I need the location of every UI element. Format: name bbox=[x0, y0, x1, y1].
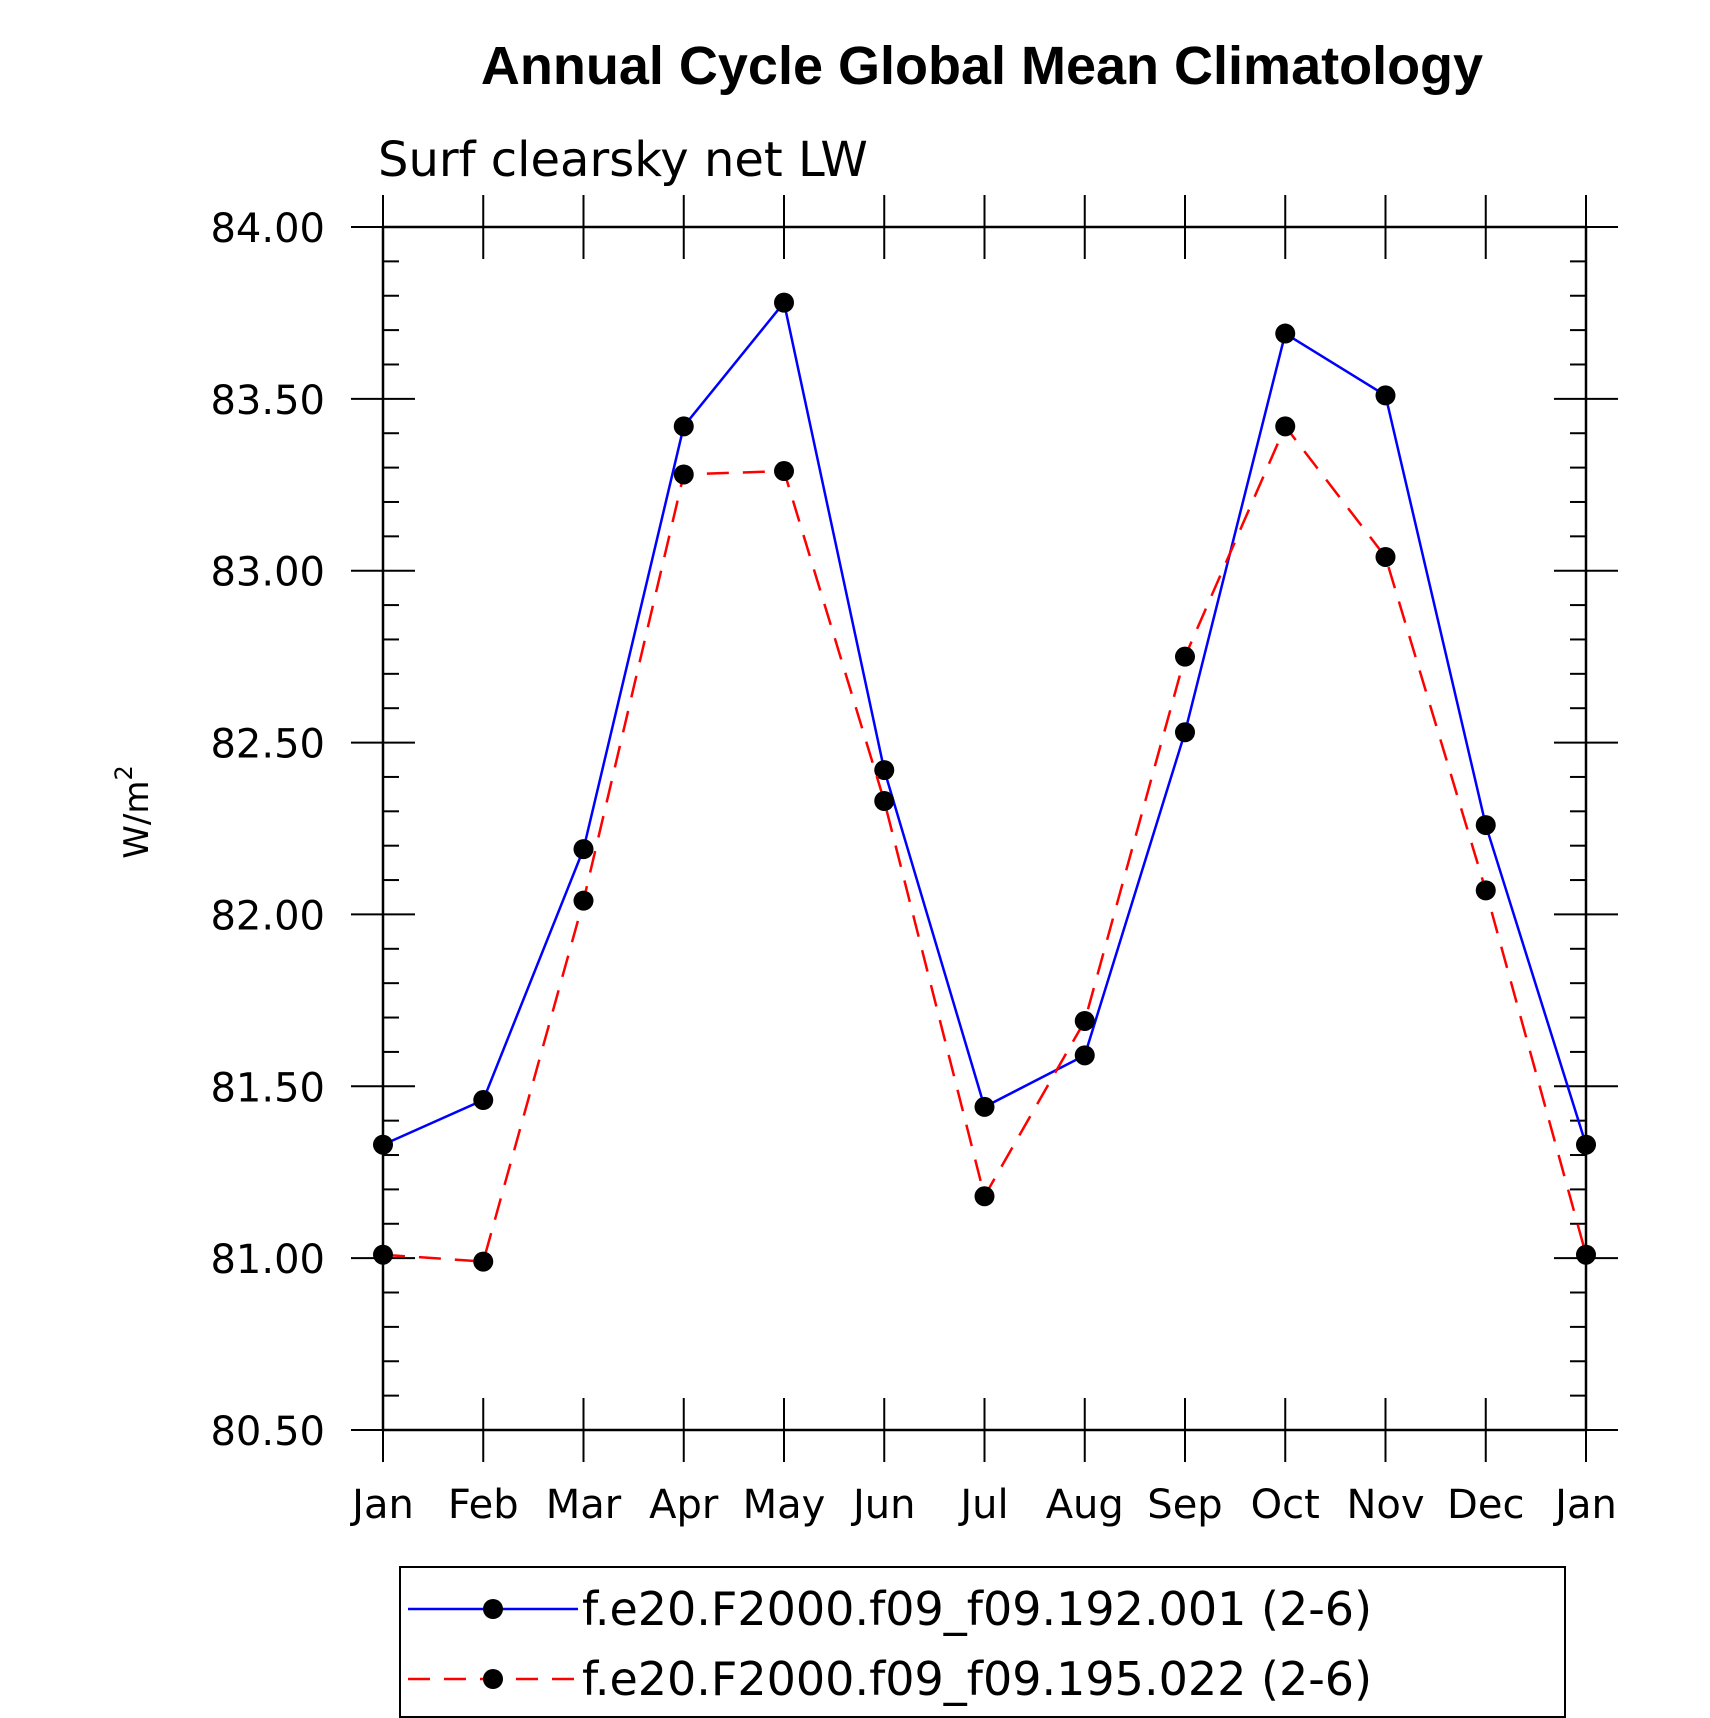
x-tick-label: Sep bbox=[1147, 1482, 1222, 1528]
data-point bbox=[774, 292, 794, 313]
y-axis-label: W/m2 bbox=[110, 765, 157, 858]
plot-frame bbox=[381, 225, 1588, 1432]
data-point bbox=[1375, 546, 1396, 567]
x-tick-label: Mar bbox=[546, 1482, 622, 1528]
data-point bbox=[874, 760, 895, 781]
legend: f.e20.F2000.f09_f09.192.001 (2-6) f.e20.F… bbox=[399, 1566, 1566, 1718]
data-point bbox=[373, 1134, 393, 1155]
data-point bbox=[1475, 815, 1496, 836]
x-tick-label: Feb bbox=[448, 1482, 519, 1528]
data-point bbox=[1375, 385, 1396, 406]
axis-ticks bbox=[351, 195, 1618, 1462]
chart-title: Annual Cycle Global Mean Climatology bbox=[481, 36, 1483, 96]
data-point bbox=[1576, 1244, 1596, 1265]
x-tick-label: Jan bbox=[349, 1482, 414, 1528]
x-tick-label: Jan bbox=[1552, 1482, 1617, 1528]
x-tick-label: Aug bbox=[1046, 1482, 1124, 1528]
data-point bbox=[573, 890, 594, 911]
y-tick-label: 84.00 bbox=[210, 206, 325, 252]
data-point bbox=[373, 1244, 393, 1265]
data-point bbox=[473, 1090, 494, 1111]
legend-label: f.e20.F2000.f09_f09.192.001 (2-6) bbox=[582, 1582, 1372, 1636]
data-point bbox=[673, 464, 694, 485]
series-line bbox=[382, 299, 1588, 1146]
series-line bbox=[382, 423, 1588, 1263]
data-point bbox=[1175, 646, 1195, 667]
data-point bbox=[473, 1251, 494, 1272]
x-tick-label: Apr bbox=[649, 1482, 719, 1528]
y-tick-label: 80.50 bbox=[210, 1409, 325, 1455]
legend-label: f.e20.F2000.f09_f09.195.022 (2-6) bbox=[582, 1652, 1372, 1706]
x-tick-label: Dec bbox=[1447, 1482, 1524, 1528]
y-tick-label: 83.00 bbox=[210, 550, 325, 596]
data-point bbox=[1175, 722, 1195, 743]
y-tick-label: 83.50 bbox=[210, 378, 325, 424]
data-point bbox=[774, 461, 794, 482]
data-point bbox=[1475, 880, 1496, 901]
y-tick-label: 82.50 bbox=[210, 722, 325, 768]
chart-subtitle: Surf clearsky net LW bbox=[378, 132, 868, 188]
y-tick-labels: 80.50 81.00 81.50 82.00 82.50 83.00 83.50 84.00 bbox=[210, 206, 325, 1455]
data-point bbox=[1074, 1045, 1095, 1066]
x-tick-label: May bbox=[743, 1482, 826, 1528]
data-point bbox=[573, 839, 594, 860]
y-axis-label-text: W/m bbox=[117, 781, 157, 859]
x-tick-label: Nov bbox=[1346, 1482, 1424, 1528]
data-point bbox=[974, 1096, 995, 1117]
data-point bbox=[673, 416, 694, 437]
y-axis-label-exponent: 2 bbox=[110, 765, 138, 780]
data-point bbox=[1074, 1010, 1095, 1031]
svg-text:W/m2: W/m2 bbox=[110, 765, 157, 858]
y-tick-label: 82.00 bbox=[210, 893, 325, 939]
legend-box bbox=[399, 1566, 1566, 1718]
series-layer bbox=[373, 292, 1596, 1272]
legend-items: f.e20.F2000.f09_f09.192.001 (2-6) f.e20.F… bbox=[408, 1582, 1372, 1706]
legend-marker bbox=[483, 1599, 503, 1619]
legend-marker bbox=[483, 1669, 503, 1689]
data-point bbox=[974, 1186, 995, 1207]
data-point bbox=[1576, 1134, 1596, 1155]
data-point bbox=[1275, 416, 1296, 437]
x-tick-labels: Jan Feb Mar Apr May Jun Jul Aug Sep Oct Nov Dec Jan bbox=[349, 1482, 1617, 1528]
x-tick-label: Jul bbox=[957, 1482, 1008, 1528]
x-tick-label: Oct bbox=[1251, 1482, 1320, 1528]
data-point bbox=[1275, 323, 1296, 344]
y-tick-label: 81.50 bbox=[210, 1065, 325, 1111]
y-tick-label: 81.00 bbox=[210, 1237, 325, 1283]
x-tick-label: Jun bbox=[850, 1482, 916, 1528]
data-point bbox=[874, 791, 895, 812]
